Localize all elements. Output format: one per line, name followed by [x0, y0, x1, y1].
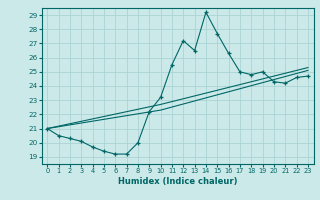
X-axis label: Humidex (Indice chaleur): Humidex (Indice chaleur)	[118, 177, 237, 186]
